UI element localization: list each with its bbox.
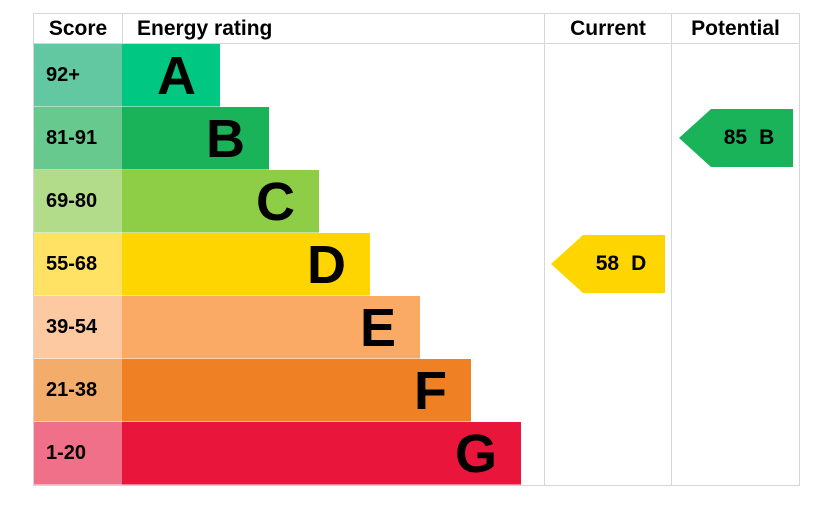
score-cell: 69-80 [34,170,122,233]
bar-area: A [122,44,544,107]
energy-bar-f: F [122,359,471,422]
band-letter: A [157,45,196,106]
band-row-g: 1-20 G [34,422,799,485]
current-column-cell [544,44,671,107]
current-rating-value: 58 [595,252,620,275]
band-letter: E [359,297,396,358]
band-row-a: 92+ A [34,44,799,107]
energy-bar-e: E [122,296,420,359]
score-cell: 1-20 [34,422,122,485]
band-row-f: 21-38 F [34,359,799,422]
bar-area: G [122,422,544,485]
current-column-cell [544,233,671,296]
potential-column-cell [671,44,799,107]
potential-column-cell [671,359,799,422]
energy-bar-c: C [122,170,319,233]
band-letter: F [414,360,447,421]
energy-bar-b: B [122,107,269,170]
chart-body: 92+ A 81-91 B 69-80 C 55-68 D 39-54 E [34,44,799,485]
current-column-cell [544,107,671,170]
band-letter: B [206,108,245,169]
current-column-cell [544,359,671,422]
current-rating-letter: D [631,252,647,275]
score-cell: 21-38 [34,359,122,422]
band-row-d: 55-68 D [34,233,799,296]
band-row-c: 69-80 C [34,170,799,233]
potential-column-cell [671,170,799,233]
score-cell: 81-91 [34,107,122,170]
score-cell: 92+ [34,44,122,107]
table-header: Score Energy rating Current Potential [34,14,799,44]
header-potential: Potential [671,14,799,43]
band-letter: D [307,234,346,295]
header-current: Current [544,14,671,43]
header-score: Score [48,16,108,40]
band-letter: G [454,423,497,484]
potential-column-cell [671,233,799,296]
band-row-b: 81-91 B [34,107,799,170]
band-letter: C [256,171,295,232]
bar-area: C [122,170,544,233]
current-column-cell [544,296,671,359]
potential-rating-letter: B [759,126,775,149]
potential-column-cell [671,107,799,170]
score-cell: 39-54 [34,296,122,359]
bar-area: E [122,296,544,359]
energy-bar-d: D [122,233,370,296]
band-row-e: 39-54 E [34,296,799,359]
current-column-cell [544,170,671,233]
epc-rating-chart: Score Energy rating Current Potential 92… [33,13,800,486]
energy-bar-g: G [122,422,521,485]
potential-column-cell [671,422,799,485]
current-column-cell [544,422,671,485]
energy-bar-a: A [122,44,220,107]
potential-rating-value: 85 [723,126,748,149]
potential-column-cell [671,296,799,359]
bar-area: D [122,233,544,296]
header-energy-rating: Energy rating [122,14,544,43]
bar-area: F [122,359,544,422]
bar-area: B [122,107,544,170]
score-cell: 55-68 [34,233,122,296]
